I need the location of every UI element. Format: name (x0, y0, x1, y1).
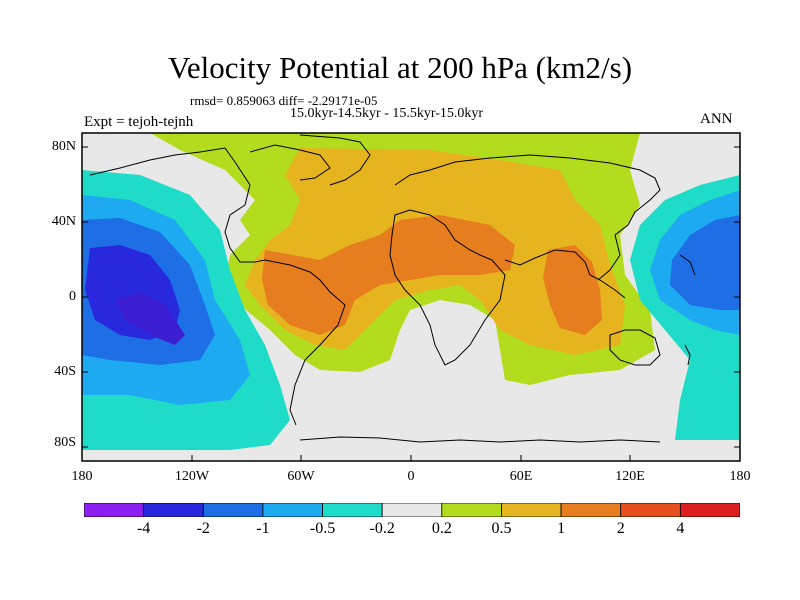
colorbar-swatch (143, 503, 204, 517)
colorbar-swatch (84, 503, 145, 517)
lat-tick-label: 80S (54, 435, 76, 450)
coastlines (89, 134, 696, 443)
colorbar-tick-label: -1 (256, 520, 270, 537)
tick-marks (81, 146, 741, 461)
field-strong-negative-east (670, 215, 740, 310)
colorbar-tick-label: -0.2 (369, 520, 395, 537)
colorbar (84, 503, 740, 517)
colorbar-swatch (441, 503, 502, 517)
colorbar-tick-label: 1 (557, 520, 566, 537)
colorbar-swatch (262, 503, 323, 517)
lon-tick-label: 180 (71, 469, 93, 484)
lon-tick-label: 120E (615, 469, 645, 484)
lat-tick-label: 40N (51, 214, 76, 229)
colorbar-tick-label: -4 (136, 520, 151, 537)
lon-tick-label: 0 (407, 469, 415, 484)
colorbar-tick-label: 4 (676, 520, 685, 537)
colorbar-swatch (679, 503, 740, 517)
lon-tick-label: 60E (509, 469, 533, 484)
colorbar-swatch (560, 503, 622, 517)
lat-tick-label: 40S (54, 364, 76, 379)
experiment-label: Expt = tejoh-tejnh (84, 114, 194, 130)
colorbar-tick-label: 0.5 (491, 520, 512, 537)
colorbar-swatch (620, 503, 681, 517)
period-line: 15.0kyr-14.5kyr - 15.5kyr-15.0kyr (290, 106, 484, 121)
colorbar-swatch (202, 503, 264, 517)
colorbar-swatch (381, 503, 443, 517)
colorbar-tick-label: -2 (196, 520, 210, 537)
chart-title: Velocity Potential at 200 hPa (km2/s) (167, 50, 633, 85)
season-label: ANN (700, 111, 733, 127)
lon-tick-label: 180 (729, 469, 751, 484)
colorbar-tick-label: 2 (616, 520, 625, 537)
lat-tick-label: 0 (69, 289, 76, 304)
lat-tick-label: 80N (51, 139, 76, 154)
colorbar-swatch (501, 503, 562, 517)
lon-tick-label: 120W (174, 469, 210, 484)
field-extreme-negative-west (115, 292, 185, 345)
colorbar-swatch (322, 503, 383, 517)
colorbar-tick-label: 0.2 (431, 520, 452, 537)
stats-line: rmsd= 0.859063 diff= -2.29171e-05 (190, 93, 378, 108)
colorbar-tick-label: -0.5 (309, 520, 336, 537)
lon-tick-label: 60W (287, 469, 315, 484)
field-strong-positive-west (262, 215, 515, 335)
